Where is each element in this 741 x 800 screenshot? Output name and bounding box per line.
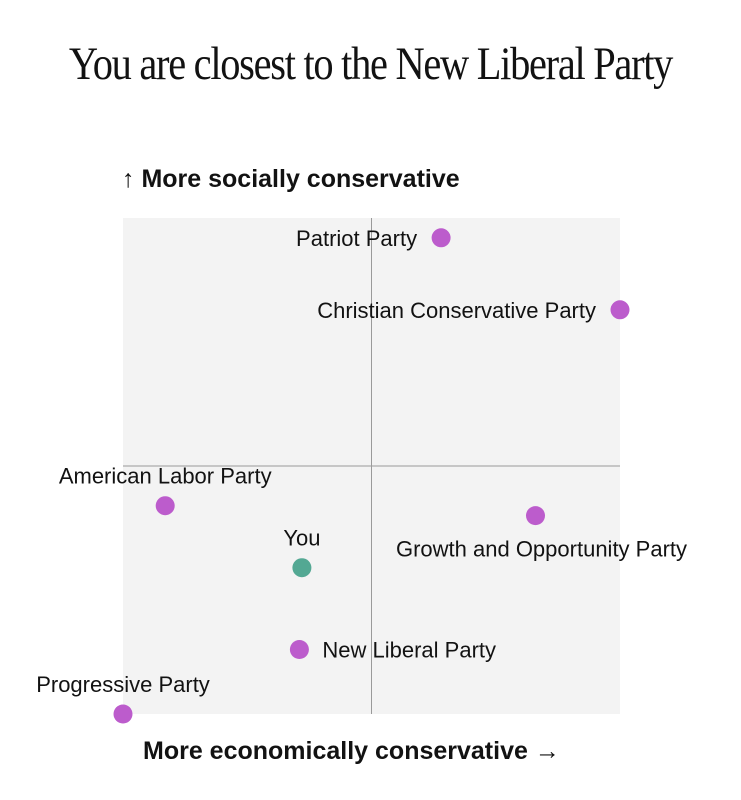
y-axis-label: More socially conservative [141,165,460,193]
up-arrow-icon: ↑ [122,165,135,193]
label-growth-and-opportunity-party: Growth and Opportunity Party [396,537,687,562]
point-you [292,558,312,578]
point-american-labor-party [155,496,175,516]
point-progressive-party [113,704,133,724]
point-growth-and-opportunity-party [526,506,545,526]
label-american-labor-party: American Labor Party [59,464,272,489]
points-layer: Patriot Party Christian Conservative Part… [36,226,687,724]
x-axis-label: More economically conservative [143,737,528,765]
label-new-liberal-party: New Liberal Party [322,638,496,663]
right-arrow-icon: → [534,737,560,765]
label-you: You [283,526,320,551]
label-christian-conservative-party: Christian Conservative Party [317,298,596,323]
x-axis-title: More economically conservative → [143,735,560,767]
y-axis-title: ↑ More socially conservative [122,163,460,195]
point-new-liberal-party [289,640,309,659]
label-patriot-party: Patriot Party [296,226,417,251]
label-progressive-party: Progressive Party [36,672,210,697]
chart-title: You are closest to the New Liberal Party [68,38,674,90]
point-patriot-party [431,228,451,248]
point-christian-conservative-party [610,300,630,320]
